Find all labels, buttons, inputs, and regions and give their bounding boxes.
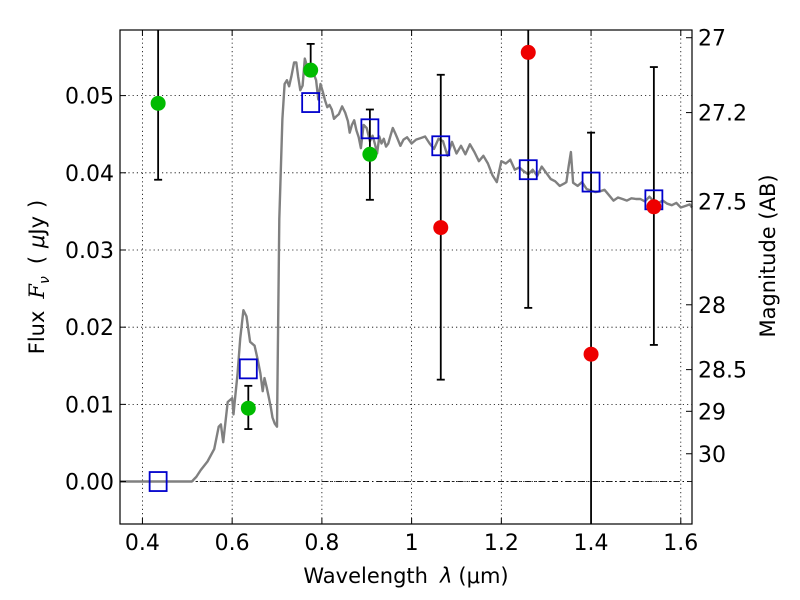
x-tick-label: 0.6 xyxy=(215,531,250,556)
mag-tick-label: 29 xyxy=(698,400,726,425)
model-band-square xyxy=(431,135,451,157)
right-axis-label: Magnitude (AB) xyxy=(756,174,780,337)
model-band-square xyxy=(518,159,538,181)
x-tick-label: 0.8 xyxy=(304,531,339,556)
mag-tick-label: 30 xyxy=(698,443,726,468)
y-tick-label: 0.04 xyxy=(65,162,114,187)
mag-tick-label: 28 xyxy=(698,294,726,319)
x-tick-label: 1.2 xyxy=(484,531,519,556)
nondetection-point xyxy=(433,220,449,236)
x-tick-label: 1.4 xyxy=(574,531,609,556)
nondetection-point xyxy=(520,44,536,60)
model-spectrum-line xyxy=(120,57,693,483)
x-tick-label: 1.6 xyxy=(663,531,698,556)
plot-frame xyxy=(119,29,693,525)
y-tick-label: 0.01 xyxy=(65,393,114,418)
y-tick-label: 0.00 xyxy=(65,471,114,496)
errorbar-layer xyxy=(154,30,658,524)
x-tick-label: 0.4 xyxy=(125,531,160,556)
marker-layer xyxy=(148,44,664,492)
model-band-square xyxy=(148,471,168,492)
detection-point xyxy=(240,400,256,416)
mag-tick-label: 27.5 xyxy=(698,190,747,215)
nondetection-point xyxy=(646,199,662,215)
model-band-square xyxy=(581,171,601,193)
model-band-square xyxy=(360,118,380,140)
y-tick-label: 0.02 xyxy=(65,316,114,341)
detection-point xyxy=(303,62,319,78)
detection-point xyxy=(362,146,378,162)
mag-tick-label: 28.5 xyxy=(698,359,747,384)
y-tick-label: 0.05 xyxy=(65,85,114,110)
y-axis-label: FluxFν(μJy) xyxy=(25,200,53,354)
x-tick-label: 1 xyxy=(405,531,419,556)
y-tick-label: 0.03 xyxy=(65,239,114,264)
model-band-square xyxy=(301,92,321,113)
model-band-square xyxy=(238,358,258,380)
nondetection-point xyxy=(583,346,599,362)
detection-point xyxy=(150,95,166,111)
mag-tick-label: 27 xyxy=(698,27,726,52)
mag-tick-label: 27.2 xyxy=(698,102,747,127)
tick-layer: 0.4 0.6 0.8 1 1.2 1.4 1.6 0.00 0.01 0.02 0.03 0.04 0… xyxy=(65,27,747,556)
x-axis-label: Wavelength λ (μm) xyxy=(303,564,508,588)
